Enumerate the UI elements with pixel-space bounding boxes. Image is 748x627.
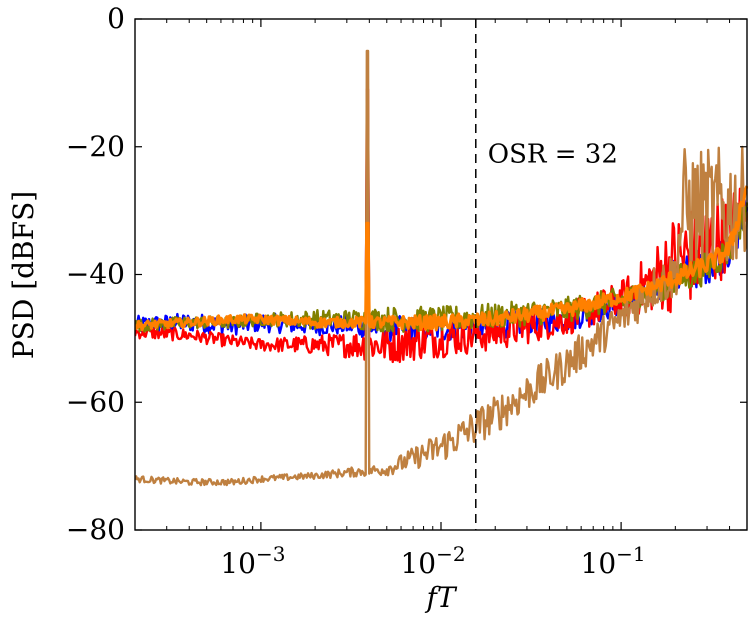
x-axis-label: fT [424,581,457,614]
x-tick-label: 10−3 [220,542,285,580]
axis-ticks: 0 −20 −40 −60 −80 10−3 10−2 10−1 [66,2,748,580]
y-tick-label: −20 [66,130,125,163]
y-tick-label: −40 [66,258,125,291]
y-tick-label: −60 [66,385,125,418]
series-line-1 [135,132,748,343]
series-line-2 [135,88,748,364]
y-tick-label: 0 [107,2,125,35]
y-tick-label: −80 [66,513,125,546]
osr-label: OSR = 32 [488,140,618,170]
series-line-3 [135,171,748,333]
x-tick-label: 10−1 [581,542,646,580]
series-layer [135,49,748,487]
series-line-5 [135,185,748,332]
x-tick-label: 10−2 [400,542,465,580]
y-axis-label: PSD [dBFS] [7,191,40,359]
series-line-4 [135,49,748,487]
